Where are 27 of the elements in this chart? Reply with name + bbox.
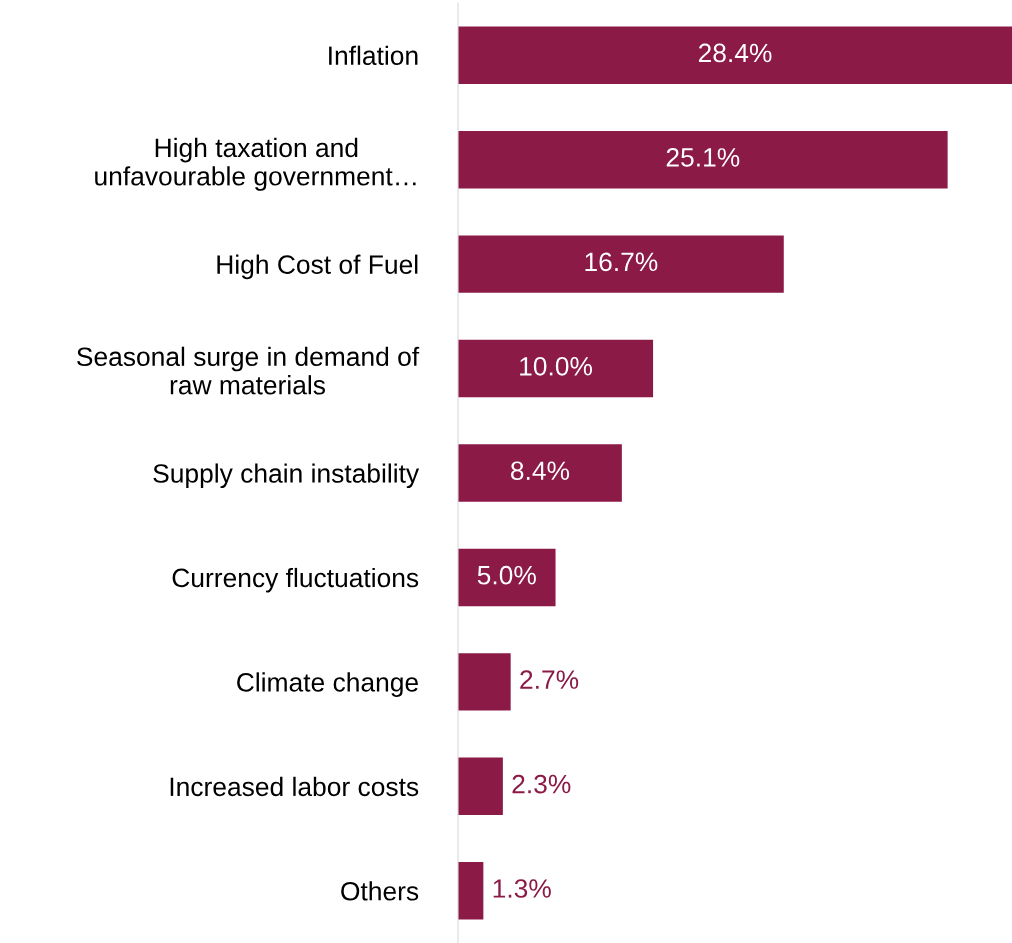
data-label: 1.3% [493, 879, 551, 898]
bar [458, 862, 484, 920]
y-tick-label: Supply chain instability [153, 463, 420, 489]
y-tick-label: Inflation [329, 45, 418, 66]
data-label: 16.7% [585, 252, 658, 272]
y-tick-label: Increased labor costs [170, 776, 419, 797]
bar [458, 339, 654, 398]
data-label: 25.1% [666, 148, 740, 167]
y-tick-label: Climate change [237, 672, 418, 697]
data-label: 2.3% [512, 774, 571, 794]
y-tick-label: Others [341, 881, 419, 901]
bar [458, 444, 622, 502]
data-label: 28.4% [698, 43, 772, 63]
bar [458, 26, 1012, 84]
bar [458, 757, 503, 816]
data-label: 2.7% [520, 670, 579, 689]
bar [458, 130, 948, 189]
y-tick-label: High taxation and unfavourable government… [95, 137, 416, 191]
bar [458, 235, 784, 293]
data-label: 8.4% [511, 461, 570, 481]
y-tick-label: Currency fluctuations [172, 567, 419, 593]
data-label: 10.0% [520, 356, 593, 376]
data-label: 5.0% [477, 565, 536, 585]
bar [458, 653, 511, 711]
y-tick-label: High Cost of Fuel [217, 254, 418, 280]
bar [458, 548, 556, 607]
y-tick-label: Seasonal surge in demand of raw materials [77, 346, 420, 395]
